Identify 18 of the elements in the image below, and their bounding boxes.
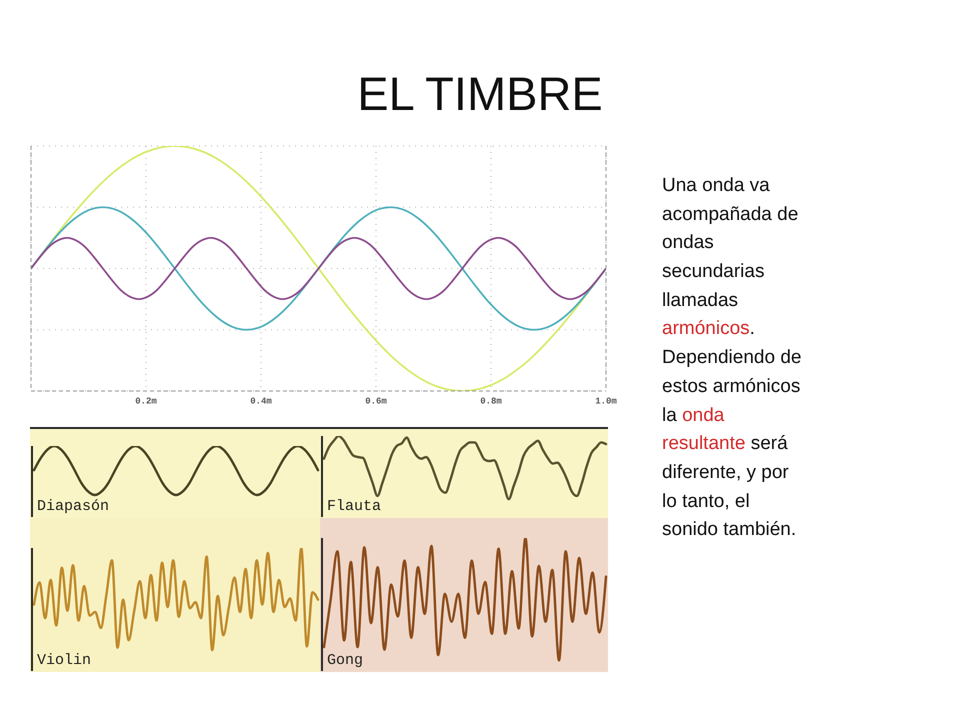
text: será [750,433,788,454]
x-tick-label: 0.2m [135,396,158,406]
text: . [750,318,755,340]
text: Violin [37,652,92,669]
text: la [662,404,678,426]
x-tick-label: 0.6m [365,396,388,406]
text: Diapasón [37,498,110,515]
x-tick-label: 0.8m [480,396,502,406]
text: resultante [662,433,746,454]
x-tick-label: 1.0m [595,396,618,406]
text: Una onda va acompañada de ondas secundarias llamadas [662,175,798,311]
text: Gong [327,652,364,669]
text: Flauta [327,498,382,515]
text: diferente, y por lo tanto, el sonido también. [662,462,796,540]
chart-title: EL TIMBRE [357,67,603,120]
text: onda [682,404,724,426]
text: armónicos [662,318,750,340]
x-tick-label: 0.4m [250,396,272,406]
